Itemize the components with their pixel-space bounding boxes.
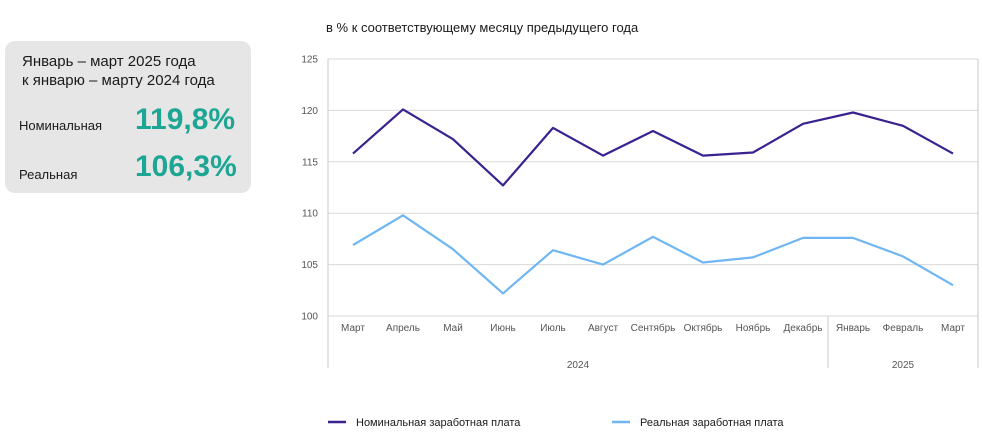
legend-label-1: Реальная заработная плата <box>640 417 784 429</box>
x-tick-label-7: Октябрь <box>684 322 723 334</box>
series-line-0 <box>352 108 954 187</box>
legend-label-0: Номинальная заработная плата <box>356 417 521 429</box>
x-tick-label-10: Январь <box>836 323 870 334</box>
nominal-value: 119,8% <box>135 103 236 136</box>
x-tick-label-0: Март <box>341 323 365 334</box>
chart-title: в % к соответствующему месяцу предыдущег… <box>326 20 639 35</box>
y-tick-label-110: 110 <box>302 209 318 220</box>
year-label-2025: 2025 <box>892 360 915 371</box>
y-tick-label-115: 115 <box>302 157 318 168</box>
x-tick-label-8: Ноябрь <box>736 322 771 334</box>
summary-period: Январь – март 2025 года к январю – марту… <box>22 52 215 90</box>
x-tick-label-5: Август <box>588 323 619 334</box>
summary-panel: Январь – март 2025 года к январю – марту… <box>5 41 251 193</box>
x-tick-label-2: Май <box>443 323 463 334</box>
x-tick-label-12: Март <box>941 323 965 334</box>
summary-period-line1: Январь – март 2025 года <box>22 53 196 70</box>
summary-period-line2: к январю – марту 2024 года <box>22 72 215 89</box>
x-tick-label-1: Апрель <box>386 323 420 334</box>
series-line-1 <box>352 214 954 295</box>
y-tick-label-105: 105 <box>301 260 318 271</box>
x-tick-label-3: Июнь <box>490 323 515 334</box>
y-tick-label-120: 120 <box>301 106 318 117</box>
x-tick-label-6: Сентябрь <box>631 322 676 334</box>
real-value: 106,3% <box>135 150 237 183</box>
x-tick-label-11: Февраль <box>883 323 924 334</box>
real-label: Реальная <box>19 167 78 182</box>
x-tick-label-4: Июль <box>540 323 566 334</box>
year-label-2024: 2024 <box>567 360 590 371</box>
y-tick-label-125: 125 <box>301 55 318 66</box>
x-tick-label-9: Декабрь <box>784 322 823 334</box>
nominal-label: Номинальная <box>19 118 103 133</box>
y-tick-label-100: 100 <box>301 312 318 323</box>
